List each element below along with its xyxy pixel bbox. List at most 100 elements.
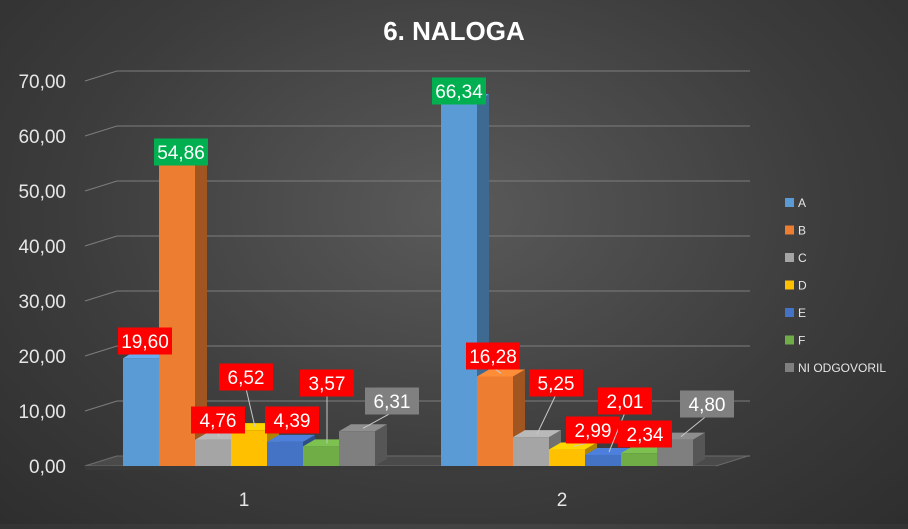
bar-front: [585, 454, 621, 466]
data-label-text: 4,39: [274, 411, 311, 432]
data-label-box: [566, 416, 620, 444]
legend-label: B: [798, 224, 806, 238]
data-label-box: [598, 387, 652, 415]
data-label: 54,86: [154, 138, 208, 166]
legend-label: D: [798, 279, 807, 293]
legend-swatch: [785, 225, 794, 235]
bar-front: [303, 446, 339, 466]
y-tick-label: 30,00: [18, 292, 66, 313]
bar-front: [477, 376, 513, 466]
data-label-box: [618, 420, 672, 448]
legend-entry: NI ODGOVORIL: [785, 361, 886, 375]
legend-swatch: [785, 363, 794, 372]
data-label-text: 54,86: [157, 143, 205, 164]
data-label: 4,80: [680, 390, 734, 418]
legend-entry: F: [785, 334, 805, 348]
bar-side: [693, 432, 705, 466]
gridline-depth: [84, 345, 118, 357]
bar-front: [621, 453, 657, 466]
leader-line: [245, 388, 256, 428]
data-label: 19,60: [118, 327, 172, 355]
legend-swatch: [785, 280, 794, 290]
bar-top: [267, 434, 315, 442]
bar: [339, 424, 387, 466]
bar-front: [231, 430, 267, 466]
data-label: 6,52: [219, 363, 273, 391]
legend-swatch: [785, 198, 794, 207]
bar-front: [123, 358, 159, 466]
data-label: 5,25: [529, 369, 583, 397]
data-label-text: 2,01: [607, 392, 644, 413]
chart-title: 6. NALOGA: [383, 16, 525, 46]
data-label: 6,31: [365, 387, 419, 415]
data-label-text: 5,25: [538, 374, 575, 395]
bar-front: [441, 101, 477, 466]
legend-entry: B: [785, 224, 806, 238]
leader-line: [680, 415, 708, 437]
legend-label: E: [798, 306, 806, 320]
y-tick-label: 0,00: [29, 457, 66, 478]
legend-label: NI ODGOVORIL: [798, 361, 886, 375]
y-tick-label: 40,00: [18, 237, 66, 258]
x-tick-label: 1: [239, 490, 250, 511]
data-label-box: [191, 406, 245, 434]
leader-line: [362, 412, 393, 429]
legend-swatch: [785, 253, 794, 262]
data-label-text: 6,31: [374, 392, 411, 413]
data-label-text: 2,99: [575, 421, 612, 442]
y-tick-label: 50,00: [18, 182, 66, 203]
data-label: 3,57: [300, 369, 354, 397]
x-tick-label: 2: [557, 490, 568, 511]
bar-front: [159, 164, 195, 466]
data-label-box: [154, 138, 208, 166]
data-label-box: [300, 369, 354, 397]
y-tick-label: 10,00: [18, 402, 66, 423]
leader-line: [608, 412, 626, 453]
gridline-depth: [84, 70, 118, 82]
data-label-text: 19,60: [121, 332, 169, 353]
gridline-depth: [84, 290, 118, 302]
bar-front: [339, 431, 375, 466]
bar-front: [267, 441, 303, 466]
data-label-box: [432, 77, 486, 105]
data-label-box: [529, 369, 583, 397]
data-label-box: [265, 406, 319, 434]
gridline-depth: [84, 180, 118, 192]
gridline-depth: [84, 400, 118, 412]
bar-front: [195, 439, 231, 466]
data-label: 2,34: [618, 420, 672, 448]
bar-side: [195, 157, 207, 466]
legend-label: A: [798, 196, 806, 210]
data-label-text: 6,52: [228, 368, 265, 389]
gridline-depth: [84, 125, 118, 137]
data-label-text: 4,80: [689, 395, 726, 416]
leader-line: [536, 394, 557, 435]
data-label-text: 66,34: [435, 82, 483, 103]
data-label-box: [466, 342, 520, 370]
bar-side: [375, 424, 387, 466]
data-label-box: [680, 390, 734, 418]
data-label-box: [118, 327, 172, 355]
y-axis: 0,00 10,00 20,00 30,00 40,00 50,00 60,00 70,00: [18, 72, 66, 478]
data-label: 2,01: [598, 387, 652, 415]
data-label-text: 3,57: [309, 374, 346, 395]
bar: [159, 157, 207, 466]
legend-swatch: [785, 335, 794, 345]
legend-label: C: [798, 251, 807, 265]
y-tick-label: 60,00: [18, 127, 66, 148]
data-label-text: 16,28: [469, 347, 517, 368]
data-label-box: [219, 363, 273, 391]
data-labels: 19,60 54,86 4,76 6,52 4,39 3,57 6,31 66,34 16,28…: [118, 77, 734, 453]
floor-front: [85, 466, 716, 470]
data-label: 4,39: [265, 406, 319, 434]
data-label-text: 4,76: [200, 411, 237, 432]
data-label-text: 2,34: [627, 425, 664, 446]
data-label: 16,28: [466, 342, 520, 370]
data-label: 66,34: [432, 77, 486, 105]
data-label-box: [365, 387, 419, 415]
y-tick-label: 20,00: [18, 347, 66, 368]
legend-entry: C: [785, 251, 807, 265]
